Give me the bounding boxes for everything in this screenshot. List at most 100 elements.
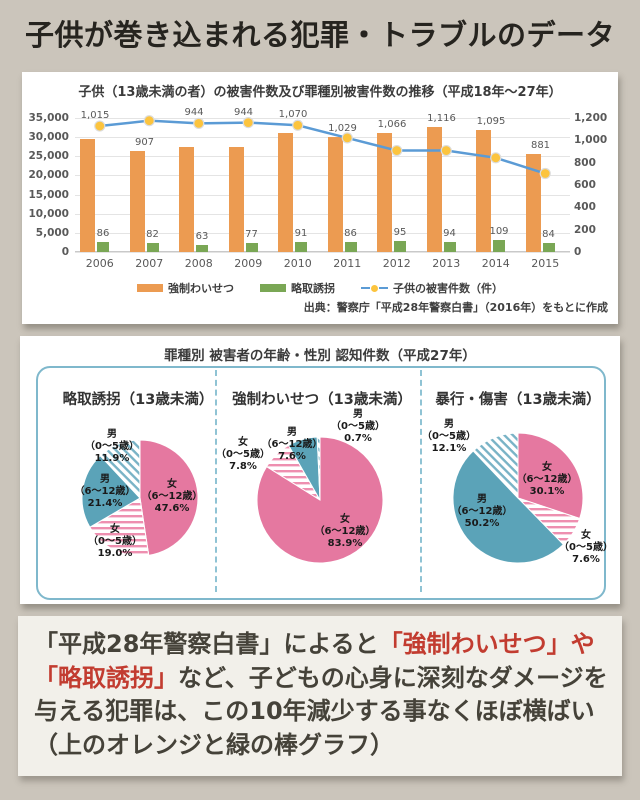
gridline [75,213,570,215]
legend-label: 強制わいせつ [168,282,234,295]
left-axis-tick: 20,000 [28,169,69,182]
bar-value-label: 1,116 [427,113,456,125]
right-axis-tick: 600 [574,179,596,191]
legend-label: 子供の被害件数（件） [393,282,503,295]
year-label: 2014 [481,257,510,270]
bar-value-label: 84 [542,228,555,240]
pie-chart-2 [256,436,384,564]
gridline [75,194,570,196]
commentary-run: （上のオレンジと緑の棒グラフ） [34,730,394,759]
pie-slice [517,432,584,520]
bar-value-label: 881 [530,139,551,151]
bar-value-label: 86 [96,228,110,240]
x-axis-year-labels: 2006 2007 2008 2009 2010 2011 2012 2013 2014 2015 [75,257,570,271]
pie-section-panel: 罪種別 被害者の年齢・性別 認知件数（平成27年） 略取誘拐（13歳未満） 強制… [20,336,620,604]
line-marker [94,120,106,132]
green-bar [542,242,555,252]
orange-bar [426,127,442,252]
bar-value-label: 94 [443,227,456,239]
gridline [75,156,570,158]
pie-label: 女（6～12歳） 47.6% [141,479,203,514]
highlighted-crime-term: 「略取誘拐」 [34,663,178,692]
right-axis-tick: 200 [574,223,596,236]
orange-bar [179,146,194,252]
green-bar [443,241,456,252]
commentary-panel: 「平成28年警察白書」によると「強制わいせつ」や 「略取誘拐」など、子どもの心身に… [18,616,622,776]
bar-value-label: 77 [245,229,258,241]
line-marker [490,152,502,164]
left-axis-tick: 25,000 [28,150,69,163]
right-axis-tick: 0 [574,246,582,258]
pie-label: 男（0～5歳） 11.9% [85,429,139,464]
year-label: 2013 [432,257,461,270]
line-marker [143,115,155,127]
commentary-line: 与える犯罪は、この10年減少する事なくほぼ横ばい [34,695,610,729]
pie-slice [452,450,565,564]
commentary-run: 「平成28年警察白書」によると [34,630,379,658]
green-bar [394,241,406,252]
pie-label: 女（0～5歳） 7.8% [216,437,270,472]
line-swatch [361,284,388,292]
pie-slice [139,439,199,556]
orange-bar [80,138,95,252]
pie-charts-box [36,366,606,600]
pie-slice [89,497,150,557]
gridline [75,175,570,177]
bar-value-label: 907 [134,136,155,148]
dash [379,286,388,290]
bar-value-label: 944 [184,107,204,119]
pie3-title: 暴行・傷害（13歳未満） [435,392,601,408]
orange-bar [278,132,293,252]
source-note: 出典：警察庁「平成28年警察白書」（2016年）をもとに作成 [303,301,608,314]
bar-value-label: 82 [146,228,159,240]
left-axis-tick: 15,000 [28,188,69,201]
pie1-title: 略取誘拐（13歳未満） [62,392,214,408]
left-axis-tick: 0 [61,246,69,258]
orange-swatch [137,284,163,292]
bar-value-label: 1,095 [476,115,506,127]
bar-value-label: 86 [344,228,357,240]
year-label: 2012 [382,257,411,270]
pie-label: 女（0～5歳） 7.6% [559,530,613,565]
commentary-line: 「平成28年警察白書」によると「強制わいせつ」や [34,628,610,662]
bar-value-label: 95 [393,227,407,239]
bar-value-label: 1,070 [278,109,308,121]
bar-value-label: 944 [233,106,254,118]
right-axis-tick: 1,200 [574,112,608,124]
bar-value-label: 91 [294,227,308,239]
bar-value-label: 1,029 [328,123,357,135]
highlighted-crime-term: 「強制わいせつ」や [378,630,595,658]
orange-bar [228,146,244,252]
line-marker [440,144,452,157]
pie-label: 女（6～12歳） 83.9% [314,514,376,549]
year-label: 2007 [135,257,164,270]
orange-bar [525,153,541,252]
pie-slice [99,439,141,500]
orange-bar [129,150,145,252]
line-marker [292,119,304,131]
line-marker [539,167,551,180]
gridline [75,137,570,139]
pie-slice [472,432,519,500]
bar-value-label: 63 [195,230,209,242]
green-bar [245,243,258,252]
pie-label: 女（0～5歳） 19.0% [88,524,142,559]
commentary-line: 「略取誘拐」など、子どもの心身に深刻なダメージを [34,662,610,696]
pie-slice [316,436,321,501]
legend-label: 略取誘拐 [291,282,335,295]
year-label: 2010 [283,257,312,270]
dash [361,286,370,290]
green-bar [196,244,208,252]
pie-slice [81,455,141,528]
year-label: 2011 [333,257,362,270]
green-bar [295,241,307,252]
bar-value-label: 1,015 [80,110,110,122]
legend-item: 強制わいせつ [137,280,234,296]
legend-item: 略取誘拐 [260,280,335,296]
line-marker [341,132,353,144]
pie-label: 男（0～5歳） 0.7% [331,409,385,444]
gridline [75,252,570,253]
commentary-line: （上のオレンジと緑の棒グラフ） [34,729,610,763]
commentary-run: など、子どもの心身に深刻なダメージを [178,663,608,692]
orange-bar [377,132,392,252]
